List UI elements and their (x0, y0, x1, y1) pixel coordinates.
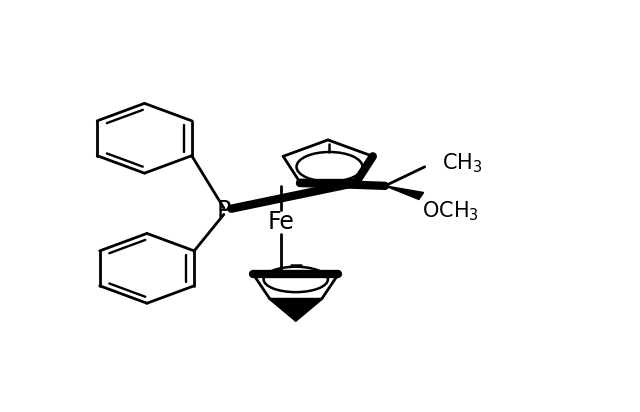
Text: OCH$_3$: OCH$_3$ (422, 199, 479, 223)
Polygon shape (385, 186, 424, 199)
Text: Fe: Fe (268, 211, 294, 234)
Text: P: P (217, 199, 231, 223)
Text: CH$_3$: CH$_3$ (442, 152, 483, 176)
Polygon shape (269, 298, 322, 321)
